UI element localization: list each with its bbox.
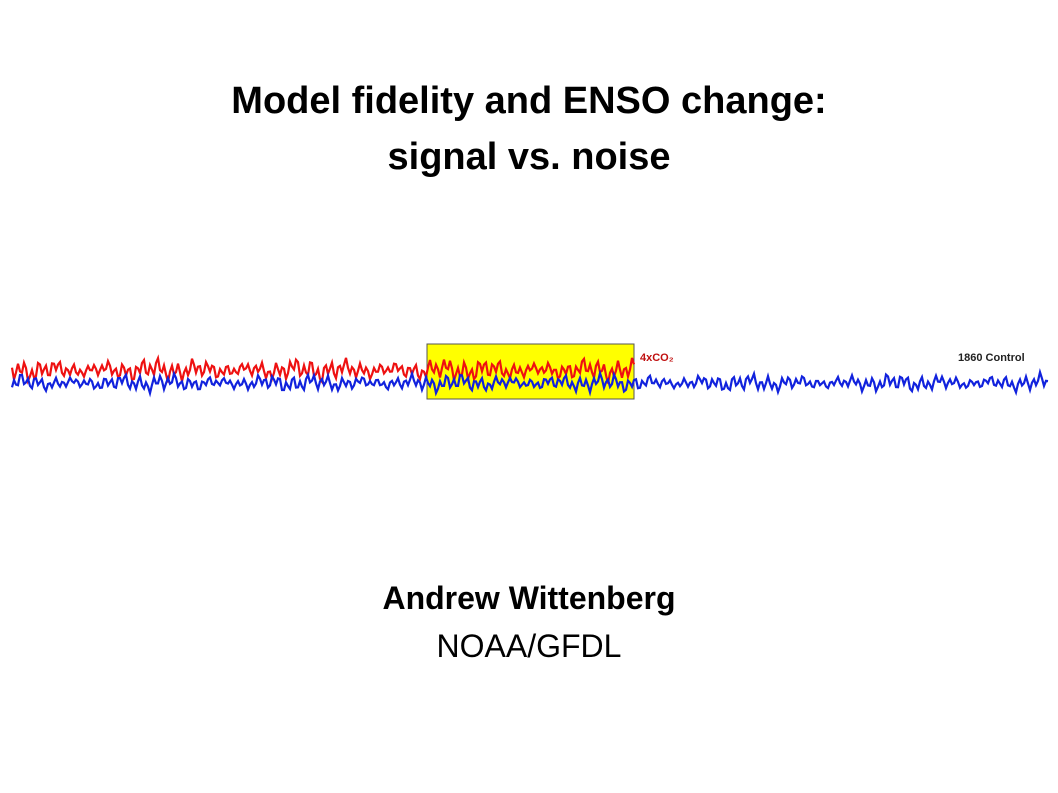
figure: 4xCO₂ 1860 Control xyxy=(10,343,1049,400)
forced-series xyxy=(10,354,636,385)
title: Model fidelity and ENSO change: xyxy=(231,80,827,122)
series-label: 4xCO₂ xyxy=(640,352,674,364)
title: signal vs. noise xyxy=(387,136,671,178)
series-label: 1860 Control xyxy=(958,352,1025,364)
affiliation: NOAA/GFDL xyxy=(436,628,622,664)
control-series xyxy=(10,368,1049,398)
author: Andrew Wittenberg xyxy=(382,580,676,616)
